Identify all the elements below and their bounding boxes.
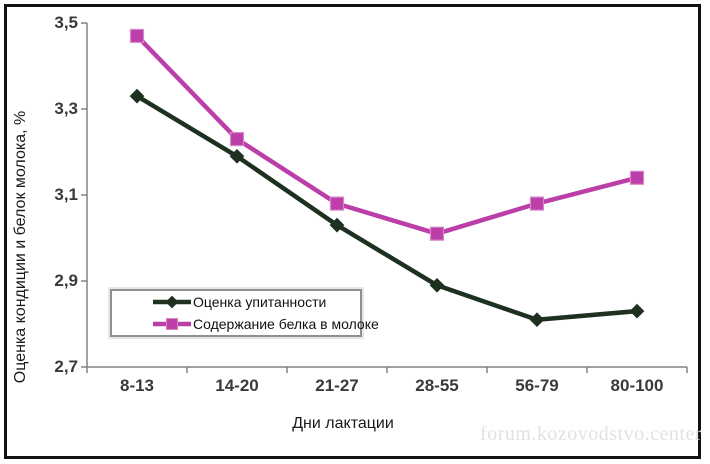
data-point-marker xyxy=(129,28,145,43)
legend-label: Содержание белка в молоке xyxy=(193,316,379,332)
y-tick-label: 2,9 xyxy=(54,271,78,290)
y-tick-label: 3,5 xyxy=(54,13,78,32)
data-point-marker xyxy=(329,196,345,211)
y-tick-label: 3,1 xyxy=(54,185,78,204)
y-axis-title: Оценка кондиции и белок молока, % xyxy=(12,110,29,384)
x-tick-label: 8-13 xyxy=(119,376,155,395)
data-point-marker xyxy=(229,148,245,164)
chart-frame xyxy=(4,4,701,459)
x-tick-label: 80-100 xyxy=(610,376,664,395)
x-tick-label: 28-55 xyxy=(415,376,459,395)
legend-box: Оценка упитанности Содержание белка в мо… xyxy=(110,289,379,337)
series-line-1 xyxy=(134,33,640,236)
legend-sample-line-diamond xyxy=(153,295,191,309)
data-point-marker xyxy=(529,196,545,211)
data-point-marker xyxy=(129,88,145,104)
data-point-marker xyxy=(529,312,545,328)
data-point-marker xyxy=(229,132,245,147)
x-tick-label: 56-79 xyxy=(515,376,559,395)
y-tick-label: 3,3 xyxy=(54,99,78,118)
legend-sample-line-square xyxy=(153,318,191,330)
legend-item-bcs: Оценка упитанности xyxy=(152,291,360,313)
legend-label: Оценка упитанности xyxy=(193,294,327,310)
data-point-marker xyxy=(429,226,445,241)
data-point-marker xyxy=(629,170,645,185)
series-line-0 xyxy=(134,93,640,322)
data-point-marker xyxy=(629,303,645,319)
watermark-text: forum.kozovodstvo.center xyxy=(480,423,702,445)
data-point-marker xyxy=(329,217,345,233)
x-tick-label: 14-20 xyxy=(215,376,259,395)
x-tick-label: 21-27 xyxy=(315,376,359,395)
legend-item-milk-protein: Содержание белка в молоке xyxy=(152,313,379,335)
x-axis-title: Дни лактации xyxy=(292,415,394,432)
y-tick-label: 2,7 xyxy=(54,357,78,376)
